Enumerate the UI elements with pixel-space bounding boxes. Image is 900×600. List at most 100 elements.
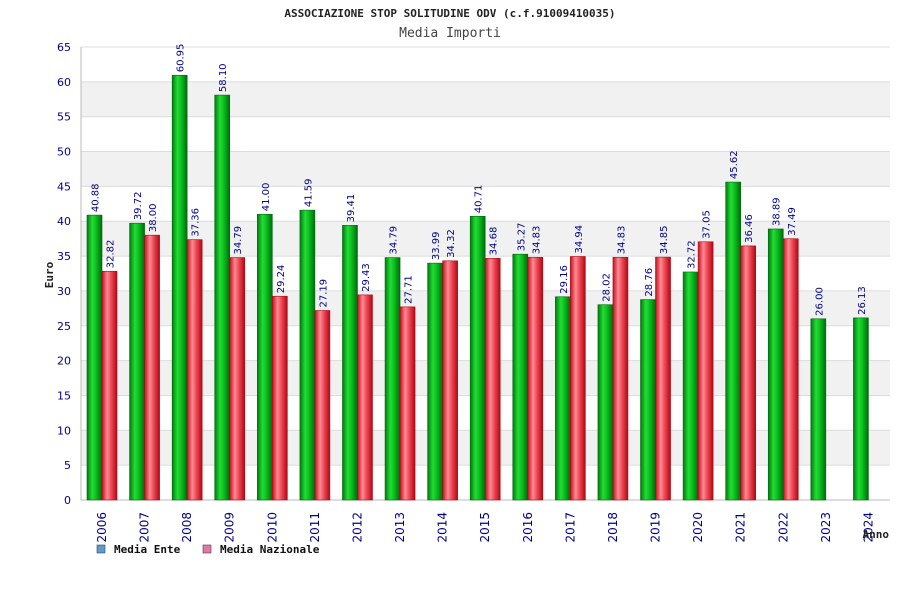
chart-subtitle: Media Importi — [399, 26, 501, 41]
bar-media-ente — [555, 296, 571, 501]
data-label: 34.79 — [389, 226, 400, 255]
data-label: 33.99 — [431, 231, 442, 260]
x-tick-label: 2019 — [649, 512, 663, 543]
bar-media-ente — [427, 262, 443, 501]
bar-media-ente — [767, 228, 784, 501]
data-label: 34.94 — [574, 225, 585, 254]
y-tick-label: 10 — [57, 424, 71, 437]
data-label: 39.72 — [133, 192, 144, 221]
bar-media-nazionale — [186, 239, 203, 501]
y-tick-label: 55 — [57, 111, 71, 124]
data-label: 40.71 — [474, 185, 485, 214]
x-axis-label: Anno — [863, 528, 890, 541]
bar-media-ente — [853, 317, 869, 501]
data-label: 41.00 — [261, 183, 272, 212]
grid-band — [81, 151, 890, 187]
bar-media-nazionale — [655, 256, 671, 501]
bar-media-ente — [597, 304, 614, 501]
x-tick-label: 2007 — [138, 512, 152, 543]
data-label: 27.19 — [318, 279, 329, 308]
bar-media-ente — [257, 213, 273, 501]
x-tick-label: 2024 — [861, 512, 875, 543]
bar-media-nazionale — [697, 241, 714, 501]
data-label: 26.00 — [814, 287, 825, 316]
y-tick-label: 35 — [57, 250, 71, 263]
data-label: 40.88 — [91, 183, 102, 212]
data-label: 60.95 — [176, 44, 187, 73]
data-label: 39.41 — [346, 194, 357, 223]
bar-media-ente — [129, 222, 145, 501]
y-tick-label: 30 — [57, 285, 71, 298]
bar-media-nazionale — [782, 238, 799, 501]
y-tick-label: 65 — [57, 41, 71, 54]
y-axis-ticks: 0 5 10 15 20 25 30 35 40 45 50 55 60 65 — [57, 41, 71, 507]
y-tick-label: 50 — [57, 146, 71, 159]
data-label: 28.02 — [601, 273, 612, 302]
y-tick-label: 60 — [57, 76, 71, 89]
bar-media-ente — [512, 253, 529, 501]
data-label: 32.82 — [106, 240, 117, 269]
data-label: 37.05 — [702, 210, 713, 239]
legend: Media Ente Media Nazionale — [96, 543, 320, 556]
x-tick-label: 2022 — [776, 512, 790, 543]
bar-media-nazionale — [101, 270, 118, 501]
x-tick-label: 2011 — [308, 512, 322, 543]
bar-media-nazionale — [442, 260, 458, 501]
x-tick-label: 2017 — [563, 512, 577, 543]
bar-media-ente — [810, 318, 827, 501]
bar-media-nazionale — [570, 256, 586, 501]
data-label: 41.59 — [303, 179, 314, 208]
data-label: 27.71 — [404, 275, 415, 304]
bar-media-ente — [469, 215, 486, 501]
bar-media-nazionale — [144, 234, 160, 501]
data-label: 45.62 — [729, 150, 740, 179]
bar-media-nazionale — [740, 245, 756, 501]
data-label: 34.83 — [531, 226, 542, 255]
x-tick-label: 2009 — [223, 512, 237, 543]
bar-media-ente — [299, 209, 316, 501]
y-tick-label: 45 — [57, 180, 71, 193]
bar-media-ente — [214, 94, 231, 501]
legend-swatch — [96, 544, 106, 554]
bar-media-nazionale — [272, 295, 288, 501]
y-tick-label: 5 — [64, 459, 71, 472]
bar-media-ente — [384, 257, 401, 501]
data-label: 36.46 — [744, 214, 755, 243]
data-label: 29.16 — [559, 265, 570, 294]
x-tick-label: 2012 — [350, 512, 364, 543]
data-label: 34.83 — [616, 226, 627, 255]
bar-media-ente — [725, 181, 741, 501]
data-label: 29.24 — [276, 265, 287, 294]
bar-media-nazionale — [527, 256, 544, 501]
bar-media-ente — [640, 299, 656, 501]
x-axis-ticks: 2006 2007 2008 2009 2010 2011 2012 2013 2014 2015… — [95, 512, 875, 543]
x-tick-label: 2015 — [478, 512, 492, 543]
bar-media-nazionale — [229, 257, 246, 501]
bar-media-nazionale — [314, 310, 331, 501]
x-tick-label: 2006 — [95, 512, 109, 543]
data-label: 37.49 — [787, 207, 798, 236]
data-label: 38.89 — [772, 197, 783, 226]
y-tick-label: 40 — [57, 215, 71, 228]
bar-media-nazionale — [357, 294, 373, 501]
data-label: 34.85 — [659, 225, 670, 254]
bar-media-ente — [342, 225, 358, 501]
bars — [86, 74, 869, 501]
y-tick-label: 15 — [57, 389, 71, 402]
chart-title: ASSOCIAZIONE STOP SOLITUDINE ODV (c.f.91… — [284, 7, 615, 20]
legend-swatch — [202, 544, 212, 554]
legend-label: Media Nazionale — [220, 543, 320, 556]
data-label: 28.76 — [644, 268, 655, 297]
data-label: 37.36 — [191, 208, 202, 237]
bar-media-ente — [682, 271, 699, 501]
x-tick-label: 2010 — [265, 512, 279, 543]
data-label: 29.43 — [361, 263, 372, 292]
data-label: 34.68 — [489, 227, 500, 256]
x-tick-label: 2023 — [819, 512, 833, 543]
y-axis-label: Euro — [43, 261, 56, 288]
data-labels: 40.88 32.82 39.72 38.00 60.95 37.36 58.10 34.79… — [91, 44, 868, 316]
data-label: 32.72 — [687, 240, 698, 269]
x-tick-label: 2013 — [393, 512, 407, 543]
bar-media-nazionale — [399, 306, 416, 501]
